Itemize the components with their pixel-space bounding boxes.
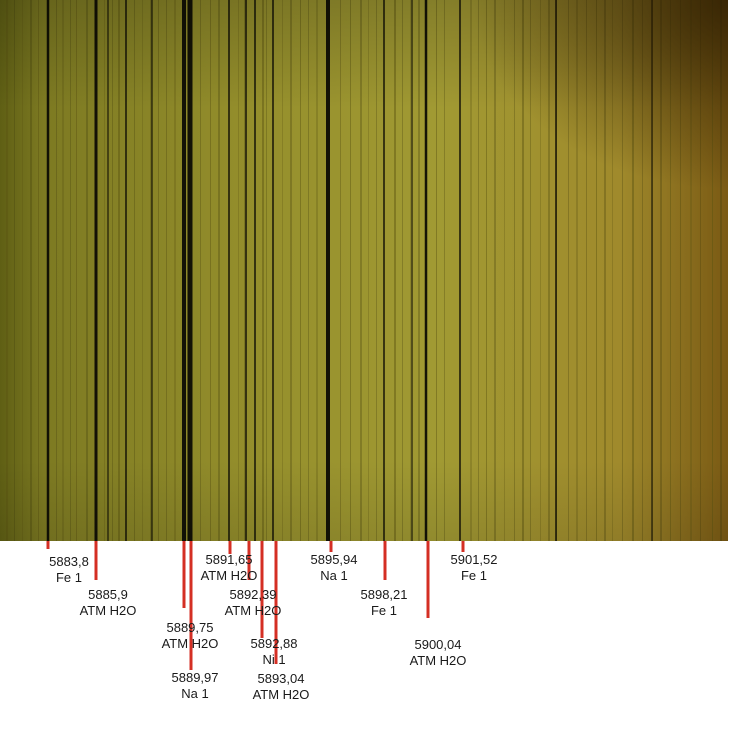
- element-label: ATM H2O: [200, 568, 258, 583]
- wavelength-label: 5893,04: [257, 671, 305, 686]
- line-marker: [94, 541, 98, 580]
- element-label: Fe 1: [460, 568, 487, 583]
- element-label: ATM H2O: [79, 603, 137, 618]
- line-label: 5901,52 Fe 1: [451, 552, 498, 584]
- element-label: Ni 1: [262, 652, 286, 667]
- line-marker: [182, 541, 186, 608]
- wavelength-label: 5883,8: [49, 554, 89, 569]
- line-label: 5891,65 ATM H2O: [201, 552, 258, 584]
- element-label: Fe 1: [370, 603, 397, 618]
- element-label: Na 1: [320, 568, 348, 583]
- element-label: Fe 1: [55, 570, 83, 585]
- wavelength-label: 5891,65: [205, 552, 253, 567]
- wavelength-label: 5889,75: [166, 620, 214, 635]
- element-label: ATM H2O: [161, 636, 219, 651]
- wavelength-label: 5892,88: [250, 636, 298, 651]
- line-label: 5889,97 Na 1: [172, 670, 219, 702]
- line-label: 5895,94 Na 1: [311, 552, 358, 584]
- wavelength-label: 5898,21: [360, 587, 408, 602]
- line-marker: [426, 541, 430, 618]
- line-label: 5900,04 ATM H2O: [410, 637, 467, 669]
- wavelength-label: 5889,97: [171, 670, 219, 685]
- wavelength-label: 5892,39: [229, 587, 277, 602]
- line-marker: [383, 541, 387, 580]
- line-label: 5885,9 ATM H2O: [80, 587, 137, 619]
- line-label: 5893,04 ATM H2O: [253, 671, 310, 703]
- solar-spectrum-image: [0, 0, 728, 541]
- line-marker: [46, 541, 50, 549]
- wavelength-label: 5895,94: [310, 552, 358, 567]
- element-label: ATM H2O: [224, 603, 282, 618]
- line-label: 5889,75 ATM H2O: [162, 620, 219, 652]
- line-label: 5892,39 ATM H2O: [225, 587, 282, 619]
- element-label: Na 1: [181, 686, 209, 701]
- line-label: 5898,21 Fe 1: [361, 587, 408, 619]
- wavelength-label: 5901,52: [450, 552, 498, 567]
- line-marker: [461, 541, 465, 552]
- line-label: 5892,88 Ni 1: [251, 636, 298, 668]
- line-label: 5883,8 Fe 1: [49, 554, 89, 586]
- wavelength-label: 5900,04: [414, 637, 462, 652]
- element-label: ATM H2O: [252, 687, 310, 702]
- element-label: ATM H2O: [409, 653, 467, 668]
- line-marker: [329, 541, 333, 552]
- wavelength-label: 5885,9: [88, 587, 128, 602]
